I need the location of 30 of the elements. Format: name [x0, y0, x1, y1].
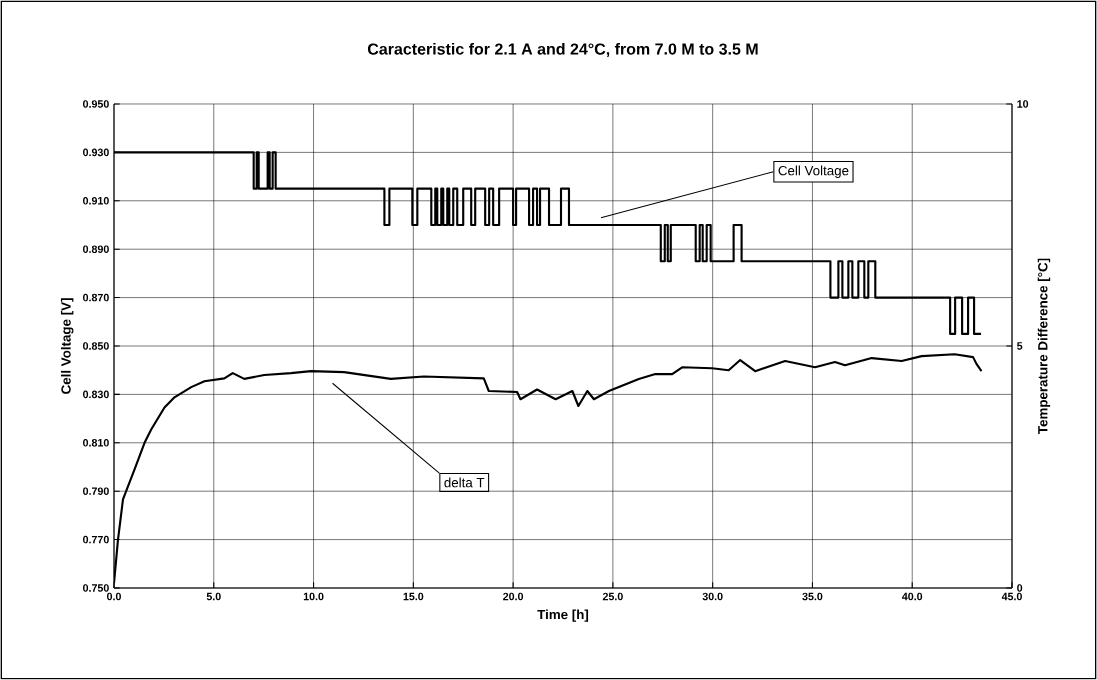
x-tick-label: 15.0	[403, 592, 424, 601]
y-tick-label: 0.850	[83, 342, 109, 350]
x-tick-label: 45.0	[1001, 592, 1022, 601]
y-tick-label: 0.770	[83, 535, 109, 544]
y-tick-label: 0.830	[83, 390, 109, 399]
y-tick-label: 0.790	[83, 487, 109, 495]
x-tick-label: 35.0	[802, 592, 823, 601]
x-axis-title: Time [h]	[537, 609, 589, 622]
y-tick-label: 0.890	[83, 245, 109, 253]
y2-tick-label: 10	[1017, 100, 1029, 108]
x-tick-label: 30.0	[702, 592, 723, 601]
y-tick-label: 0.910	[83, 197, 109, 205]
x-tick-label: 10.0	[303, 592, 324, 601]
x-tick-label: 20.0	[503, 592, 524, 601]
annotation: delta T	[444, 477, 485, 488]
x-tick-label: 40.0	[902, 592, 923, 601]
y-tick-label: 0.870	[83, 293, 109, 302]
y-tick-label: 0.810	[83, 439, 109, 447]
y-tick-label: 0.930	[83, 148, 109, 157]
x-tick-label: 0.0	[107, 592, 121, 601]
y-axis-title: Cell Voltage [V]	[60, 298, 74, 394]
chart-title: Caracteristic for 2.1 A and 24°C, from 7.0 M to 3.5 M	[367, 42, 758, 58]
y2-tick-label: 0	[1017, 584, 1023, 592]
y2-tick-label: 5	[1017, 342, 1023, 350]
y-tick-label: 0.950	[83, 100, 109, 108]
y-tick-label: 0.750	[83, 584, 109, 592]
x-tick-label: 5.0	[206, 592, 221, 601]
x-tick-label: 25.0	[602, 592, 623, 601]
y2-axis-title: Temperature Difference [°C]	[1037, 258, 1051, 434]
annotation: Cell Voltage	[778, 165, 849, 178]
